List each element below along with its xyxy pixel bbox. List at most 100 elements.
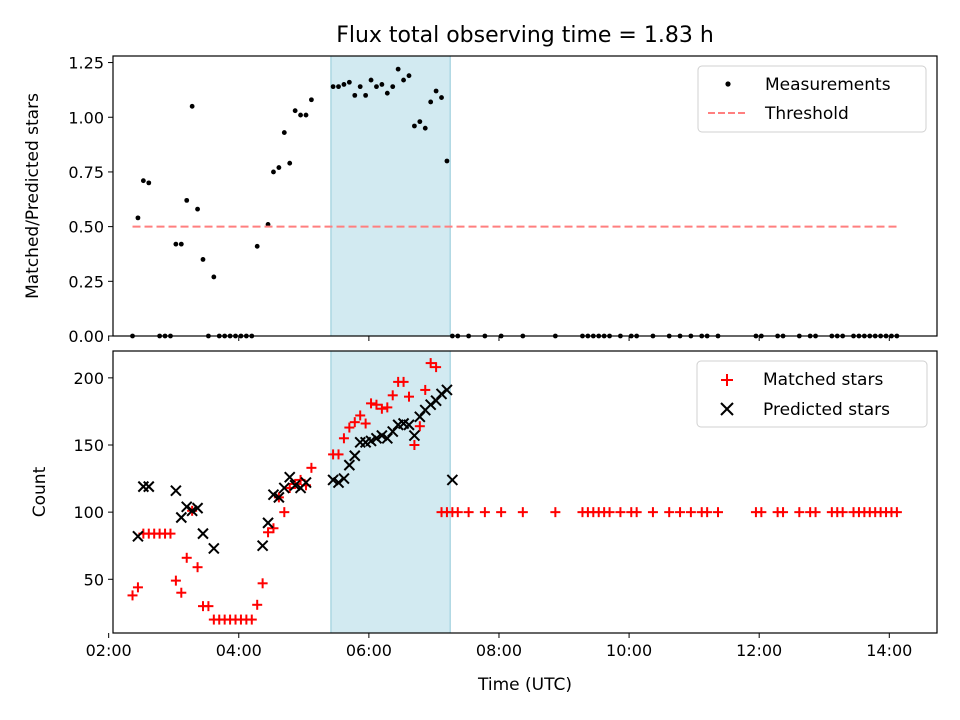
matched-star-point xyxy=(355,410,366,421)
predicted-star-point xyxy=(349,450,361,462)
x-tick-label: 04:00 xyxy=(216,641,262,660)
matched-star-point xyxy=(664,507,675,518)
y-tick-label: 50 xyxy=(84,570,104,589)
matched-star-point xyxy=(132,582,143,593)
matched-star-point xyxy=(344,422,355,433)
measurement-point xyxy=(195,206,200,212)
predicted-star-point xyxy=(376,429,388,442)
predicted-star-point xyxy=(143,480,155,493)
measurement-point xyxy=(303,112,309,118)
matched-star-point xyxy=(479,507,490,518)
matched-star-point xyxy=(371,399,382,410)
matched-star-point xyxy=(778,507,789,518)
matched-star-point xyxy=(431,362,442,373)
measurement-point xyxy=(417,119,423,125)
matched-star-point xyxy=(463,507,474,518)
measurement-point xyxy=(422,125,428,131)
measurement-point xyxy=(178,241,184,247)
matched-star-point xyxy=(349,417,360,428)
matched-star-point xyxy=(810,507,821,518)
measurement-point xyxy=(374,84,379,90)
predicted-star-point xyxy=(327,474,339,486)
predicted-star-point xyxy=(262,517,274,529)
predicted-star-point xyxy=(408,429,421,442)
predicted-star-point xyxy=(289,479,301,491)
matched-star-point xyxy=(647,507,658,518)
matched-star-point xyxy=(414,421,425,432)
matched-star-point xyxy=(604,507,615,518)
measurement-point xyxy=(379,82,385,87)
measurement-point xyxy=(135,215,141,221)
y-tick-label: 1.25 xyxy=(68,54,104,73)
lower-panel-counts: 02:00 04:00 06:00 08:00 10:00 12:00 14:00 50 100… xyxy=(30,350,938,660)
measurement-point xyxy=(406,73,412,79)
lower-y-axis-label: Count xyxy=(30,466,50,517)
measurement-point xyxy=(281,130,287,135)
legend-label-measurements: Measurements xyxy=(765,75,891,95)
legend-label-predicted: Predicted stars xyxy=(763,400,890,420)
measurement-point xyxy=(363,92,369,98)
matched-star-point xyxy=(263,527,274,538)
predicted-star-point xyxy=(300,476,312,489)
predicted-star-point xyxy=(267,488,280,501)
y-tick-label: 1.00 xyxy=(68,108,104,127)
matched-star-point xyxy=(398,376,409,387)
predicted-star-point xyxy=(343,459,356,471)
measurement-point xyxy=(357,84,363,90)
matched-star-point xyxy=(338,433,349,444)
x-tick-label: 06:00 xyxy=(346,641,392,660)
legend-marker-measurements xyxy=(725,81,731,87)
lower-legend: Matched stars Predicted stars xyxy=(696,360,928,428)
upper-legend: Measurements Threshold xyxy=(697,65,927,133)
measurement-point xyxy=(254,243,260,249)
predicted-star-point xyxy=(186,505,198,517)
y-tick-label: 100 xyxy=(73,503,104,522)
legend-label-threshold: Threshold xyxy=(764,104,849,124)
x-tick-label: 10:00 xyxy=(606,641,652,660)
predicted-star-point xyxy=(278,482,291,494)
x-tick-label: 02:00 xyxy=(86,641,132,660)
matched-star-point xyxy=(387,390,398,401)
matched-star-point xyxy=(279,507,290,518)
matched-star-point xyxy=(891,507,902,518)
observing-window-shade xyxy=(330,350,451,634)
matched-star-point xyxy=(837,507,848,518)
matched-star-point xyxy=(376,403,387,414)
figure-title: Flux total observing time = 1.83 h xyxy=(336,23,714,48)
lower-legend-box xyxy=(696,360,928,428)
y-tick-label: 0.50 xyxy=(68,218,104,237)
upper-y-axis-label: Matched/Predicted stars xyxy=(23,93,43,299)
matched-star-point xyxy=(794,507,805,518)
matched-star-point xyxy=(306,462,317,473)
predicted-star-point xyxy=(338,472,350,485)
x-axis-label: Time (UTC) xyxy=(477,675,572,695)
matched-star-point xyxy=(170,575,181,586)
predicted-star-point xyxy=(208,542,220,555)
measurement-point xyxy=(401,77,406,83)
x-tick-label: 08:00 xyxy=(476,641,522,660)
matched-star-point xyxy=(252,599,263,610)
measurement-point xyxy=(271,169,276,175)
measurement-point xyxy=(287,160,293,166)
legend-label-matched: Matched stars xyxy=(763,370,883,390)
measurement-point xyxy=(298,112,303,118)
matched-star-point xyxy=(550,507,561,518)
predicted-star-point xyxy=(446,474,459,486)
measurement-point xyxy=(292,108,298,114)
measurement-point xyxy=(428,99,434,105)
predicted-star-point xyxy=(403,419,415,431)
matched-star-point xyxy=(496,507,507,518)
matched-star-point xyxy=(382,402,393,413)
predicted-star-point xyxy=(441,384,453,396)
matched-star-point xyxy=(246,614,257,625)
matched-star-point xyxy=(181,552,192,563)
measurement-point xyxy=(390,84,396,90)
measurement-point xyxy=(184,197,190,203)
measurement-point xyxy=(439,95,444,100)
measurement-point xyxy=(189,103,195,109)
measurement-point xyxy=(173,241,179,247)
matched-star-point xyxy=(403,391,414,402)
measurement-point xyxy=(368,77,374,83)
matched-star-point xyxy=(615,507,626,518)
